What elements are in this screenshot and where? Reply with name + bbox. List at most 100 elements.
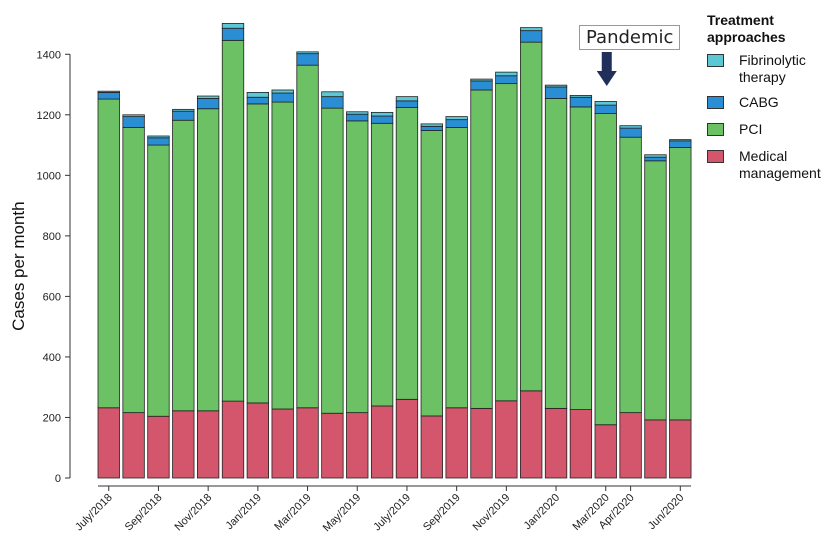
bar-segment — [544, 86, 568, 99]
bar-segment — [420, 123, 443, 127]
bar-segment — [594, 101, 617, 106]
bar-segment — [246, 103, 270, 404]
bar-segment — [420, 415, 443, 479]
y-tick-label: 1200 — [37, 110, 61, 122]
y-tick-label: 0 — [55, 473, 61, 485]
bar-segment — [271, 89, 294, 94]
y-tick-label: 200 — [43, 412, 61, 424]
bar-segment — [346, 111, 369, 115]
bar-segment — [221, 22, 245, 29]
legend-label-fibrinolytic: Fibrinolytic therapy — [739, 52, 806, 85]
pandemic-arrow-shaft — [601, 52, 612, 72]
bar-segment — [495, 83, 518, 402]
bar-segment — [445, 407, 468, 479]
bar-segment — [495, 75, 518, 85]
bar-segment — [221, 27, 245, 41]
bar-segment — [246, 96, 270, 105]
bar-segment — [221, 400, 245, 479]
bar-segment — [619, 125, 642, 129]
y-tick-label: 600 — [43, 291, 61, 303]
bar-segment — [296, 64, 319, 409]
bar-segment — [395, 398, 419, 479]
bar-segment — [544, 407, 568, 479]
bar-segment — [669, 139, 692, 142]
bar-segment — [147, 135, 170, 139]
bar-segment — [594, 113, 617, 426]
legend-swatch-cabg — [707, 96, 724, 109]
bar-segment — [271, 408, 294, 479]
x-tick-label: Sep/2019 — [421, 492, 463, 534]
bar-segment — [619, 412, 642, 479]
x-tick-label: Nov/2018 — [172, 492, 214, 534]
y-axis-label: Cases per month — [9, 201, 28, 330]
bar-segment — [122, 412, 145, 479]
legend-swatch-medical — [707, 150, 724, 163]
y-tick-label: 1400 — [37, 49, 61, 61]
bar-segment — [122, 116, 145, 128]
bar-segment — [619, 136, 642, 414]
legend-label-medical: Medical management — [739, 148, 821, 181]
bar-segment — [196, 410, 220, 479]
bar-segment — [470, 407, 493, 479]
legend-title: Treatment approaches — [707, 12, 786, 45]
bar-segment — [520, 27, 543, 32]
bar-segment — [122, 127, 145, 414]
bar-segment — [271, 92, 294, 103]
x-tick-label: Jun/2020 — [646, 492, 686, 532]
bar-segment — [445, 116, 468, 121]
bar-segment — [470, 89, 493, 409]
pandemic-annotation: Pandemic — [579, 25, 681, 50]
legend-label-pci: PCI — [739, 121, 763, 137]
bar-segment — [619, 127, 642, 138]
bar-segment — [271, 101, 294, 410]
bar-segment — [669, 419, 692, 479]
legend: Treatment approaches Fibrinolytic therap… — [707, 12, 830, 190]
bar-segment — [495, 400, 518, 479]
bar-segment — [246, 402, 270, 479]
bar-segment — [97, 98, 120, 409]
bar-segment — [147, 144, 170, 417]
x-tick-label: July/2018 — [73, 492, 115, 534]
bar-segment — [296, 53, 319, 66]
bar-segment — [370, 405, 394, 479]
bar-segment — [172, 108, 195, 112]
bar-segment — [172, 119, 195, 412]
x-tick-label: May/2019 — [321, 492, 364, 535]
bar-segment — [172, 110, 195, 121]
legend-item-cabg: CABG — [707, 94, 830, 111]
bar-segment — [370, 115, 394, 124]
bar-segment — [97, 407, 120, 479]
bar-segment — [495, 71, 518, 77]
legend-label-cabg: CABG — [739, 94, 779, 110]
bar-segment — [147, 137, 170, 146]
legend-item-fibrinolytic: Fibrinolytic therapy — [707, 52, 830, 86]
bar-segment — [97, 90, 120, 93]
bar-segment — [346, 113, 369, 122]
bar-segment — [544, 98, 568, 409]
bar-segment — [122, 114, 145, 118]
bar-segment — [395, 96, 419, 102]
x-tick-label: July/2019 — [371, 492, 413, 534]
bar-segment — [296, 51, 319, 55]
bar-segment — [644, 154, 667, 158]
legend-item-medical: Medical management — [707, 148, 830, 182]
bar-segment — [196, 95, 220, 99]
bar-segment — [420, 130, 443, 417]
bar-segment — [370, 122, 394, 407]
bar-segment — [420, 125, 443, 131]
bar-segment — [520, 41, 543, 392]
x-tick-label: Jan/2019 — [223, 492, 263, 532]
bar-segment — [395, 107, 419, 400]
bar-segment — [321, 107, 344, 414]
legend-swatch-fibrinolytic — [707, 54, 724, 67]
bar-segment — [594, 104, 617, 114]
bar-segment — [346, 412, 369, 479]
bar-segment — [594, 424, 617, 479]
bar-segment — [346, 120, 369, 414]
bar-segment — [520, 30, 543, 43]
bar-segment — [196, 98, 220, 110]
bar-segment — [221, 39, 245, 402]
bar-segment — [445, 119, 468, 128]
